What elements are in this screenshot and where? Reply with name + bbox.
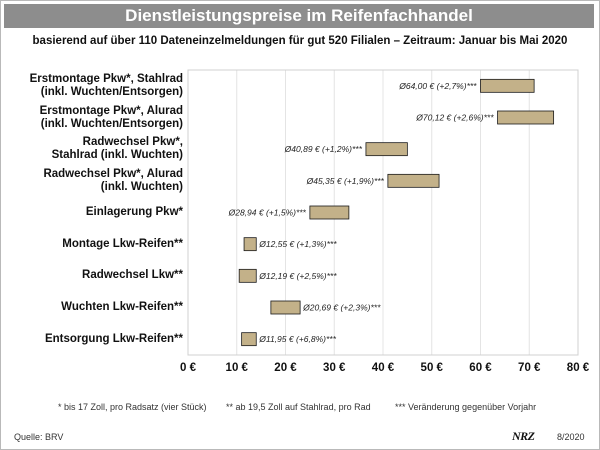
- category-label-line: Radwechsel Pkw*, Alurad: [43, 167, 183, 180]
- publication-date: 8/2020: [557, 432, 585, 442]
- category-label: Radwechsel Lkw**: [2, 269, 183, 282]
- price-label: Ø64,00 € (+2,7%)***: [398, 81, 477, 91]
- x-tick-label: 30 €: [323, 362, 346, 374]
- category-label-line: Wuchten Lkw-Reifen**: [61, 301, 183, 313]
- price-label: Ø45,35 € (+1,9%)***: [306, 176, 385, 186]
- bar-plot: Ø64,00 € (+2,7%)*** Ø70,12 € (+2,6%)*** Ø4…: [187, 69, 579, 356]
- footnote-change: *** Veränderung gegenüber Vorjahr: [395, 402, 537, 412]
- price-range-bar: [480, 78, 535, 93]
- category-label-line: (inkl. Wuchten/Entsorgen): [40, 85, 183, 98]
- category-label-line: Entsorgung Lkw-Reifen**: [44, 332, 183, 345]
- x-tick-label: 80 €: [566, 362, 590, 374]
- footnote-pkw: * bis 17 Zoll, pro Radsatz (vier Stück): [58, 402, 207, 412]
- x-tick-label: 10 €: [225, 362, 248, 374]
- category-label-line: (inkl. Wuchten/Entsorgen): [40, 117, 183, 130]
- x-tick-label: 60 €: [469, 362, 492, 374]
- category-label-line: Stahlrad (inkl. Wuchten): [51, 149, 183, 162]
- price-label: Ø12,55 € (+1,3%)***: [258, 239, 337, 249]
- category-label: Wuchten Lkw-Reifen**: [2, 301, 183, 314]
- source-note: Quelle: BRV: [14, 432, 64, 442]
- category-label: Entsorgung Lkw-Reifen**: [2, 333, 183, 346]
- price-label: Ø11,95 € (+6,8%)***: [258, 334, 336, 344]
- category-label: Einlagerung Pkw*: [2, 206, 183, 219]
- footnote-lkw: ** ab 19,5 Zoll auf Stahlrad, pro Rad: [226, 402, 371, 412]
- category-label-line: Radwechsel Lkw**: [82, 269, 183, 282]
- x-tick-label: 40 €: [371, 362, 395, 374]
- category-label-line: Radwechsel Pkw*,: [82, 136, 183, 149]
- chart-subtitle: basierend auf über 110 Dateneinzelmeldun…: [32, 35, 568, 47]
- category-label-line: Einlagerung Pkw*: [85, 206, 183, 218]
- category-label: Erstmontage Pkw*, Alurad (inkl. Wuchten/E…: [2, 105, 183, 131]
- plot-frame: [187, 69, 579, 356]
- category-label: Radwechsel Pkw*, Alurad (inkl. Wuchten): [2, 168, 183, 194]
- price-label: Ø70,12 € (+2,6%)***: [415, 113, 494, 123]
- price-range-bar: [238, 268, 257, 283]
- x-tick-label: 20 €: [274, 362, 297, 374]
- price-range-bar: [270, 300, 301, 315]
- x-tick-label: 50 €: [420, 362, 443, 374]
- price-range-bar: [365, 142, 408, 157]
- price-range-bar: [243, 237, 257, 252]
- x-tick-label: 70 €: [518, 362, 541, 374]
- category-label: Montage Lkw-Reifen**: [2, 238, 183, 251]
- chart-title: Dienstleistungspreise im Reifenfachhande…: [4, 4, 594, 28]
- price-range-bar: [241, 332, 257, 347]
- price-label: Ø20,69 € (+2,3%)***: [302, 303, 381, 313]
- x-tick-label: 0 €: [180, 362, 196, 374]
- price-label: Ø40,89 € (+1,2%)***: [284, 144, 363, 154]
- price-label: Ø28,94 € (+1,5%)***: [228, 208, 307, 218]
- category-label: Radwechsel Pkw*, Stahlrad (inkl. Wuchten): [2, 136, 183, 162]
- price-range-bar: [387, 173, 440, 188]
- category-label-line: Erstmontage Pkw*, Alurad: [39, 104, 183, 117]
- category-label-line: (inkl. Wuchten): [100, 180, 183, 193]
- price-label: Ø12,19 € (+2,5%)***: [258, 271, 337, 281]
- category-label-line: Erstmontage Pkw*, Stahlrad: [29, 72, 183, 85]
- category-label-line: Montage Lkw-Reifen**: [62, 237, 183, 250]
- price-range-bar: [497, 110, 555, 125]
- category-label: Erstmontage Pkw*, Stahlrad (inkl. Wuchten…: [2, 73, 183, 99]
- publisher-logo: NRZ: [512, 429, 535, 443]
- price-range-bar: [309, 205, 350, 220]
